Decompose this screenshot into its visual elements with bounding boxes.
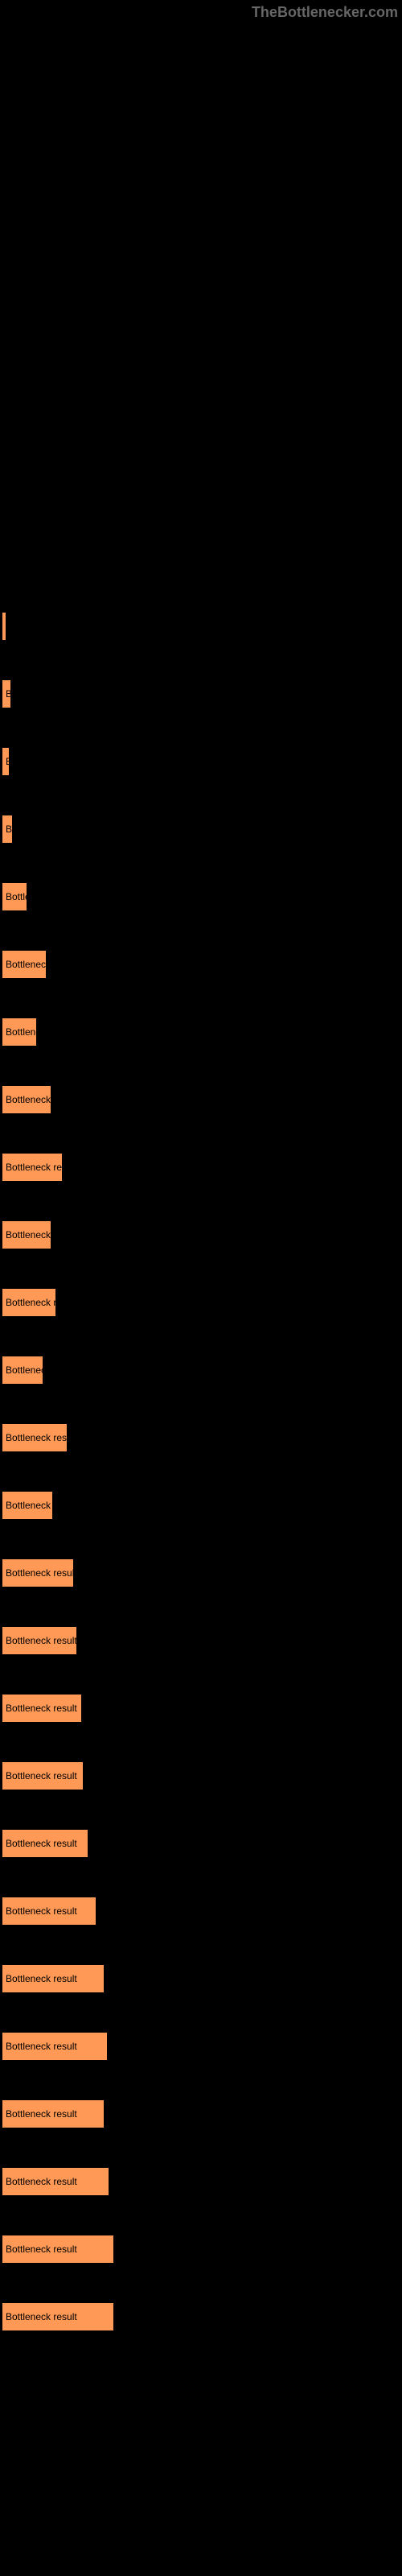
bar-row: Bottler [2, 882, 402, 911]
bar-row: B [2, 815, 402, 844]
bar-row: B [2, 679, 402, 708]
bar: Bottleneck r [2, 950, 47, 979]
bar-row: Bottleneck result [2, 1558, 402, 1587]
bar-chart: B B B Bottler Bottleneck r Bottlene Bottleneck… [0, 0, 402, 2331]
bar-label: Bottleneck result [6, 1905, 77, 1917]
bar: Bottleneck re [2, 1220, 51, 1249]
bar-row: Bottleneck res [2, 1288, 402, 1317]
bar: Bottleneck result [2, 1694, 82, 1723]
bar-row: Bottleneck re [2, 1491, 402, 1520]
bar-row [2, 612, 402, 641]
bar: B [2, 815, 13, 844]
bar-label: Bottleneck [6, 1364, 43, 1376]
bar-row: Bottleneck result [2, 2235, 402, 2264]
bar-row: Bottleneck r [2, 950, 402, 979]
bar-row: Bottleneck result [2, 2099, 402, 2128]
bar-row: Bottleneck result [2, 1423, 402, 1452]
bar: Bottleneck result [2, 1964, 105, 1993]
bar-label: Bottleneck result [6, 1770, 77, 1781]
bar: Bottleneck result [2, 2032, 108, 2061]
bar-label: Bottleneck re [6, 1094, 51, 1105]
bar-label: Bottler [6, 891, 27, 902]
bar: Bottleneck result [2, 1558, 74, 1587]
bar-row: Bottleneck result [2, 2032, 402, 2061]
bar-label: Bottleneck result [6, 2244, 77, 2255]
bar-label: Bottleneck result [6, 1635, 77, 1646]
bar-label: B [6, 688, 11, 700]
bar-label: B [6, 824, 12, 835]
bar: Bottler [2, 882, 27, 911]
bar-row: Bottleneck resul [2, 1153, 402, 1182]
bar: Bottleneck res [2, 1288, 56, 1317]
bar-row: Bottleneck result [2, 1897, 402, 1926]
bar: Bottleneck re [2, 1085, 51, 1114]
bar: Bottleneck result [2, 1626, 77, 1655]
bar-row: Bottleneck result [2, 1964, 402, 1993]
bar: Bottleneck result [2, 2235, 114, 2264]
bar [2, 612, 6, 641]
bar-row: Bottleneck result [2, 2167, 402, 2196]
bar-label: Bottleneck result [6, 2108, 77, 2120]
bar: Bottleneck re [2, 1491, 53, 1520]
bar: Bottleneck result [2, 1423, 68, 1452]
bar: B [2, 747, 10, 776]
bar-row: Bottleneck result [2, 1626, 402, 1655]
bar: Bottleneck result [2, 2167, 109, 2196]
bar: Bottlene [2, 1018, 37, 1046]
bar-row: Bottleneck result [2, 1829, 402, 1858]
bar-label: Bottleneck re [6, 1500, 53, 1511]
bar: Bottleneck result [2, 2099, 105, 2128]
bar-label: Bottleneck result [6, 1567, 74, 1579]
bar-label: Bottleneck r [6, 959, 47, 970]
bar: Bottleneck result [2, 1761, 84, 1790]
bar-label: B [6, 756, 10, 767]
bar-row: Bottleneck [2, 1356, 402, 1385]
bar-label: Bottleneck result [6, 2176, 77, 2187]
bar-label: Bottleneck res [6, 1297, 56, 1308]
bar-row: Bottleneck re [2, 1085, 402, 1114]
bar-row: Bottlene [2, 1018, 402, 1046]
bar: Bottleneck [2, 1356, 43, 1385]
bar-row: Bottleneck result [2, 2302, 402, 2331]
bar-label: Bottleneck result [6, 2311, 77, 2322]
bar-label: Bottleneck re [6, 1229, 51, 1241]
bar-label: Bottleneck result [6, 1838, 77, 1849]
bar-row: Bottleneck result [2, 1694, 402, 1723]
bar: B [2, 679, 11, 708]
watermark: TheBottlenecker.com [252, 4, 398, 21]
bar-label: Bottleneck resul [6, 1162, 63, 1173]
bar: Bottleneck result [2, 1897, 96, 1926]
bar-row: Bottleneck re [2, 1220, 402, 1249]
bar-label: Bottleneck result [6, 2041, 77, 2052]
bar: Bottleneck result [2, 1829, 88, 1858]
bar: Bottleneck resul [2, 1153, 63, 1182]
bar: Bottleneck result [2, 2302, 114, 2331]
bar-row: Bottleneck result [2, 1761, 402, 1790]
bar-label: Bottleneck result [6, 1703, 77, 1714]
bar-label: Bottlene [6, 1026, 37, 1038]
bar-label: Bottleneck result [6, 1432, 68, 1443]
bar-label: Bottleneck result [6, 1973, 77, 1984]
bar-row: B [2, 747, 402, 776]
